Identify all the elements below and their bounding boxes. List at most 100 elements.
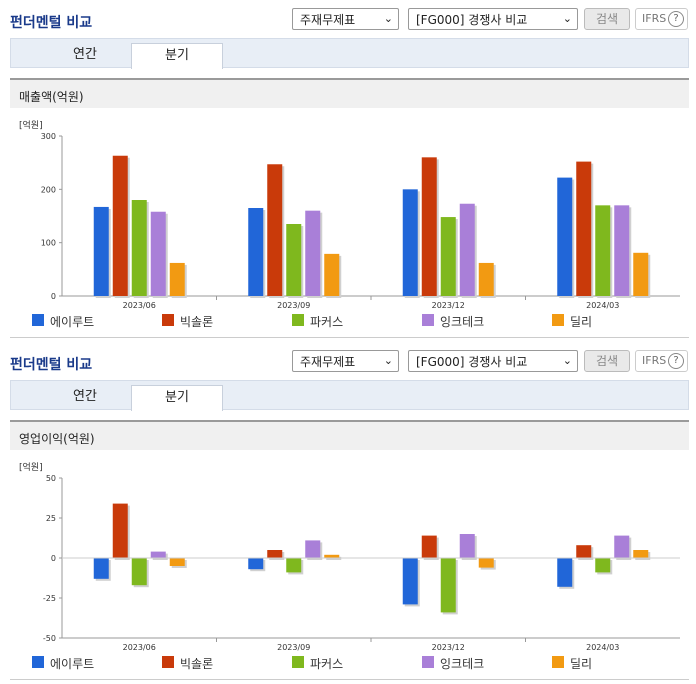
bar[interactable] — [557, 177, 573, 296]
bar[interactable] — [150, 211, 166, 296]
legend-swatch — [422, 314, 434, 326]
operating-profit-chart: 50 25 0 -25 -50 2023/06 2023/09 2023/12 2024/03 — [43, 474, 680, 652]
legend-label: 딜리 — [570, 315, 593, 329]
legend-swatch — [422, 656, 434, 668]
legend-label: 파커스 — [310, 315, 344, 329]
legend-label: 빅솔론 — [180, 657, 214, 671]
bar[interactable] — [402, 558, 418, 605]
bar[interactable] — [324, 554, 340, 558]
tab-quarterly[interactable]: 분기 — [131, 43, 223, 69]
divider — [10, 337, 689, 338]
x-tick-label: 2024/03 — [586, 643, 619, 652]
bar[interactable] — [595, 558, 611, 573]
chevron-down-icon: ⌄ — [383, 354, 393, 367]
section-title: 펀더멘털 비교 — [10, 357, 93, 373]
bar[interactable] — [595, 205, 611, 296]
ifrs-help-button[interactable]: IFRS ? — [635, 350, 688, 372]
bar[interactable] — [478, 558, 494, 568]
question-icon: ? — [668, 353, 684, 369]
bar[interactable] — [633, 252, 649, 296]
legend-label: 파커스 — [310, 657, 344, 671]
period-tabs: 연간 분기 — [10, 380, 689, 411]
bar[interactable] — [93, 558, 109, 579]
bar[interactable] — [267, 550, 283, 558]
bar[interactable] — [112, 155, 128, 296]
bar[interactable] — [93, 206, 109, 296]
period-tabs: 연간 분기 — [10, 38, 689, 69]
legend-label: 잉크테크 — [440, 657, 485, 671]
x-tick-label: 2023/09 — [277, 301, 310, 310]
bar[interactable] — [576, 545, 592, 558]
tab-annual[interactable]: 연간 — [73, 389, 97, 404]
section-title: 펀더멘털 비교 — [10, 15, 93, 31]
bar[interactable] — [248, 208, 264, 296]
bar[interactable] — [421, 535, 437, 558]
comparison-select[interactable]: [FG000] 경쟁사 비교 ⌄ — [408, 350, 578, 372]
select-value: 주재무제표 — [300, 355, 356, 369]
bar[interactable] — [169, 558, 185, 566]
legend-swatch — [162, 314, 174, 326]
bar[interactable] — [286, 224, 302, 296]
bar[interactable] — [305, 540, 321, 558]
x-tick-label: 2023/09 — [277, 643, 310, 652]
bar[interactable] — [421, 157, 437, 296]
y-tick-label: 0 — [51, 292, 56, 301]
y-tick-label: 100 — [41, 239, 56, 248]
legend-swatch — [292, 656, 304, 668]
bar[interactable] — [324, 253, 340, 296]
chart-legend: 에이루트 빅솔론 파커스 잉크테크 딜리 — [32, 655, 672, 671]
bar[interactable] — [557, 558, 573, 587]
bar[interactable] — [459, 534, 475, 558]
select-value: [FG000] 경쟁사 비교 — [416, 13, 528, 27]
legend-label: 에이루트 — [50, 657, 95, 671]
bar[interactable] — [169, 262, 185, 296]
bar[interactable] — [131, 200, 147, 296]
tab-annual[interactable]: 연간 — [73, 47, 97, 62]
tab-quarterly[interactable]: 분기 — [131, 385, 223, 411]
bar[interactable] — [459, 203, 475, 296]
bar[interactable] — [614, 535, 630, 558]
bar[interactable] — [286, 558, 302, 573]
legend-swatch — [292, 314, 304, 326]
financial-statement-select[interactable]: 주재무제표 ⌄ — [292, 350, 399, 372]
bar[interactable] — [440, 217, 456, 296]
bar[interactable] — [402, 189, 418, 296]
select-value: [FG000] 경쟁사 비교 — [416, 355, 528, 369]
legend-swatch — [32, 314, 44, 326]
bar[interactable] — [614, 205, 630, 296]
fundamental-section-revenue: 펀더멘털 비교 주재무제표 ⌄ [FG000] 경쟁사 비교 ⌄ 검색 IFRS… — [0, 0, 696, 340]
y-tick-label: 200 — [41, 185, 56, 194]
unit-label: [억원] — [19, 121, 43, 131]
bar[interactable] — [576, 161, 592, 296]
search-button[interactable]: 검색 — [584, 8, 630, 30]
bar[interactable] — [440, 558, 456, 613]
chevron-down-icon: ⌄ — [383, 12, 393, 25]
bar[interactable] — [248, 558, 264, 570]
bar[interactable] — [305, 210, 321, 296]
bar[interactable] — [478, 262, 494, 296]
search-button[interactable]: 검색 — [584, 350, 630, 372]
x-tick-label: 2023/12 — [432, 301, 465, 310]
revenue-chart: 0 100 200 300 2023/06 2023/09 2023/12 2024/03 — [41, 132, 680, 310]
bar[interactable] — [633, 550, 649, 558]
legend-label: 빅솔론 — [180, 315, 214, 329]
unit-label: [억원] — [19, 463, 43, 473]
y-tick-label: 25 — [46, 514, 56, 523]
financial-statement-select[interactable]: 주재무제표 ⌄ — [292, 8, 399, 30]
bar[interactable] — [112, 503, 128, 558]
fundamental-section-operating-profit: 펀더멘털 비교 주재무제표 ⌄ [FG000] 경쟁사 비교 ⌄ 검색 IFRS… — [0, 342, 696, 684]
bar[interactable] — [150, 551, 166, 558]
x-tick-label: 2023/06 — [123, 301, 156, 310]
bar[interactable] — [267, 164, 283, 296]
ifrs-help-button[interactable]: IFRS ? — [635, 8, 688, 30]
y-tick-label: -25 — [43, 594, 56, 603]
y-tick-label: 0 — [51, 554, 56, 563]
chart-title: 매출액(억원) — [10, 78, 689, 108]
legend-swatch — [162, 656, 174, 668]
chevron-down-icon: ⌄ — [562, 354, 572, 367]
comparison-select[interactable]: [FG000] 경쟁사 비교 ⌄ — [408, 8, 578, 30]
legend-swatch — [32, 656, 44, 668]
bar[interactable] — [131, 558, 147, 586]
legend-label: 딜리 — [570, 657, 593, 671]
x-tick-label: 2023/12 — [432, 643, 465, 652]
